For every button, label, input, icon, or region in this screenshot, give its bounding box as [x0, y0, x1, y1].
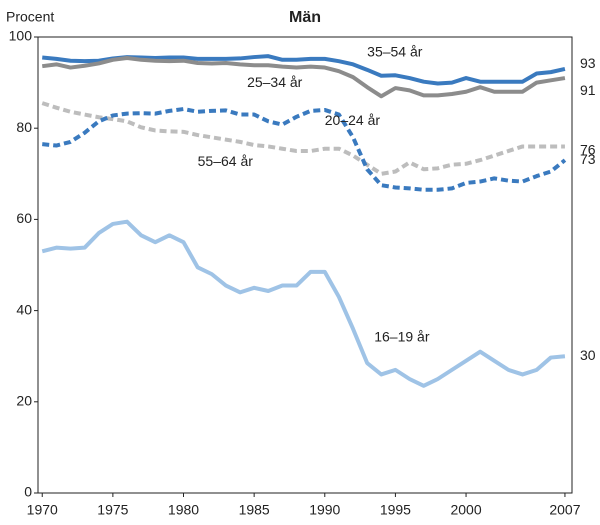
series-line: [41, 101, 565, 176]
series-line: [42, 107, 567, 192]
y-axis-label: Procent: [6, 9, 54, 25]
chart-title: Män: [289, 9, 321, 26]
y-tick-label: 80: [16, 119, 32, 135]
end-label: 93: [580, 55, 596, 71]
x-tick-label: 1980: [168, 502, 199, 518]
series-label: 20–24 år: [325, 112, 381, 128]
x-tick-label: 1990: [309, 502, 340, 518]
series-label: 55–64 år: [198, 153, 254, 169]
end-label: 30: [580, 347, 596, 363]
x-tick-label: 1970: [27, 502, 58, 518]
end-label: 73: [580, 151, 596, 167]
y-tick-label: 40: [16, 301, 32, 317]
x-tick-label: 2007: [549, 502, 580, 518]
plot-frame: [37, 36, 573, 494]
end-label: 91: [580, 82, 596, 98]
series-line: [41, 55, 566, 99]
y-tick-label: 0: [24, 484, 32, 500]
y-tick-label: 60: [16, 210, 32, 226]
series-label: 25–34 år: [247, 74, 303, 90]
x-tick-label: 1985: [239, 502, 270, 518]
end-label: 76: [580, 142, 596, 158]
series-line: [41, 219, 566, 388]
y-tick-label: 100: [9, 28, 33, 44]
y-tick-label: 20: [16, 393, 32, 409]
series-label: 16–19 år: [374, 329, 430, 345]
x-tick-label: 1975: [97, 502, 128, 518]
x-tick-label: 1995: [380, 502, 411, 518]
x-tick-label: 2000: [450, 502, 481, 518]
series-label: 35–54 år: [367, 44, 423, 60]
